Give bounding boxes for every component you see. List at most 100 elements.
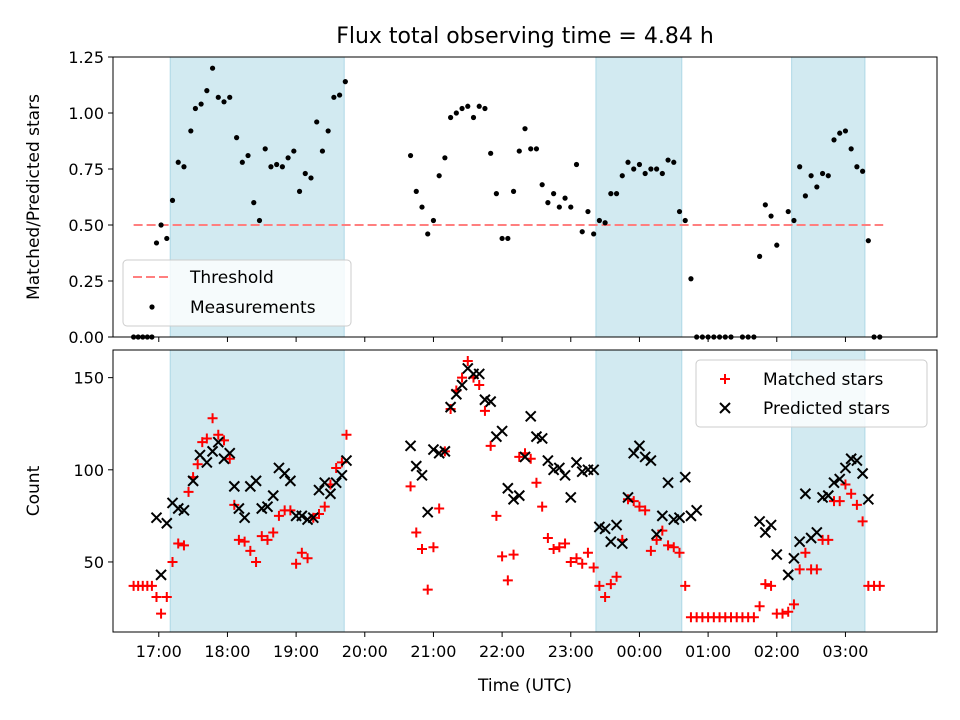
measurement-point — [442, 155, 448, 161]
predicted-star-point — [673, 512, 686, 524]
matched-star-point — [531, 477, 542, 488]
measurement-point — [459, 105, 465, 112]
measurement-point — [688, 276, 694, 282]
shaded-interval — [791, 56, 866, 338]
measurement-point — [545, 200, 551, 206]
matched-star-point — [668, 542, 679, 553]
predicted-star-point — [336, 469, 348, 482]
predicted-star-point — [250, 475, 262, 487]
predicted-star-point — [645, 454, 657, 467]
predicted-star-point — [439, 445, 451, 458]
predicted-star-point — [444, 401, 457, 413]
matched-star-point — [811, 564, 822, 575]
y-tick-label: 0.00 — [68, 328, 104, 347]
measurement-point — [808, 173, 814, 179]
measurement-point — [181, 164, 187, 170]
matched-star-point — [834, 496, 845, 507]
matched-star-point — [582, 547, 593, 558]
matched-star-point — [623, 494, 633, 505]
matched-star-point — [173, 538, 184, 549]
measurement-point — [562, 195, 568, 201]
predicted-star-point — [456, 379, 468, 391]
measurement-point — [762, 202, 768, 208]
shaded-interval — [595, 349, 683, 633]
measurement-point — [262, 146, 268, 152]
top-panel: 0.00 0.25 0.50 0.75 1.00 1.25 Matched/Predicte… — [24, 48, 938, 347]
matched-star-point — [341, 429, 352, 440]
predicted-star-point — [799, 488, 812, 500]
measurement-point — [319, 148, 326, 154]
matched-star-point — [542, 533, 553, 543]
predicted-star-point — [212, 436, 224, 448]
matched-star-point — [777, 608, 788, 619]
matched-star-point — [233, 534, 244, 545]
measurement-point — [499, 235, 505, 242]
predicted-star-point — [788, 552, 800, 564]
predicted-star-point — [307, 512, 319, 524]
matched-star-point — [783, 606, 794, 617]
x-tick-label: 21:00 — [410, 642, 456, 661]
measurement-point — [198, 101, 204, 107]
matched-star-point — [285, 505, 296, 516]
legend-predicted-swatch — [719, 402, 731, 414]
matched-star-point — [794, 564, 805, 575]
predicted-star-point — [565, 491, 577, 504]
measurement-point — [188, 128, 194, 134]
measurement-point — [169, 197, 176, 203]
predicted-star-point — [507, 493, 520, 506]
predicted-star-point — [187, 475, 199, 487]
measurement-point — [430, 217, 437, 224]
matched-star-point — [760, 579, 771, 590]
x-axis-label: Time (UTC) — [477, 676, 572, 696]
matched-star-point — [491, 510, 502, 521]
measurement-point — [331, 94, 337, 100]
measurement-point — [325, 128, 331, 134]
matched-star-point — [417, 544, 427, 555]
measurement-point — [642, 170, 648, 177]
measurement-point — [482, 105, 488, 112]
y-tick-label: 100 — [73, 461, 104, 480]
measurement-point — [596, 217, 602, 224]
predicted-star-point — [553, 462, 566, 474]
predicted-star-point — [284, 475, 297, 487]
predicted-star-point — [178, 504, 190, 517]
measurement-point — [676, 208, 683, 215]
matched-star-point — [296, 547, 307, 558]
x-tick-label: 17:00 — [136, 642, 182, 661]
measurement-point — [819, 170, 826, 177]
y-tick-label: 150 — [73, 369, 104, 388]
measurement-point — [153, 240, 160, 246]
measurement-point — [192, 105, 198, 112]
measurement-point — [314, 119, 320, 125]
predicted-star-point — [851, 454, 863, 467]
matched-star-point — [434, 503, 445, 514]
measurement-point — [631, 166, 637, 172]
matched-star-point — [645, 545, 656, 556]
matched-star-point — [291, 558, 302, 569]
measurement-point — [814, 184, 820, 190]
predicted-star-point — [822, 489, 834, 502]
measurement-point — [256, 217, 263, 224]
predicted-star-point — [340, 454, 353, 467]
predicted-star-point — [161, 517, 173, 529]
matched-star-point — [161, 591, 172, 602]
shaded-interval — [595, 56, 683, 338]
measurement-point — [505, 235, 511, 242]
measurement-point — [636, 161, 643, 168]
measurement-point — [209, 65, 216, 71]
measurement-point — [291, 148, 297, 154]
predicted-star-point — [450, 388, 463, 400]
matched-star-point — [213, 429, 224, 440]
measurement-point — [825, 173, 831, 179]
predicted-star-point — [793, 535, 806, 548]
predicted-star-point — [559, 469, 571, 482]
measurement-point — [407, 152, 414, 159]
predicted-star-point — [639, 451, 651, 463]
legend-measurements-label: Measurements — [190, 298, 316, 318]
matched-star-point — [605, 579, 616, 590]
matched-star-point — [680, 580, 691, 591]
legend-predicted-label: Predicted stars — [763, 399, 890, 419]
predicted-star-point — [416, 469, 428, 482]
predicted-star-point — [782, 569, 794, 581]
